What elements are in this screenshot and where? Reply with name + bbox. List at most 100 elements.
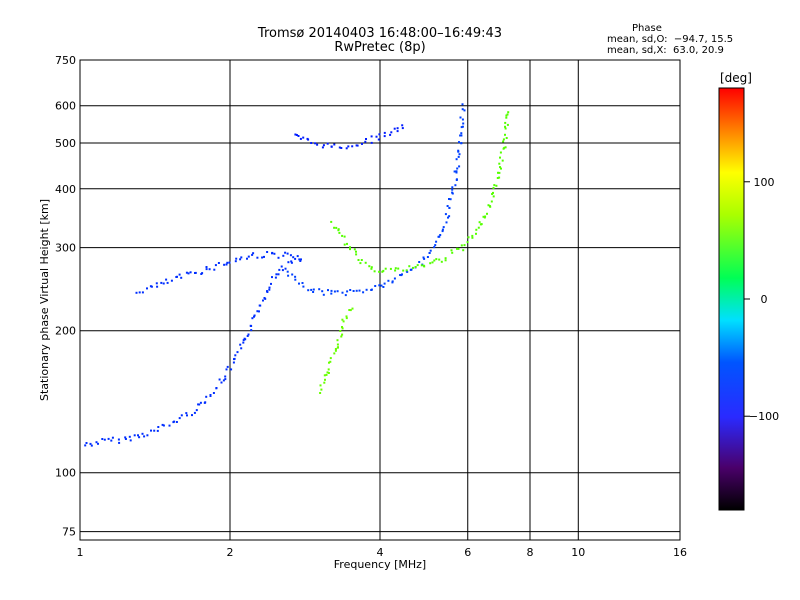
echo-point <box>247 255 250 258</box>
echo-point <box>263 297 266 299</box>
echo-point <box>401 127 404 130</box>
echo-point <box>357 259 360 261</box>
echo-point <box>482 215 485 218</box>
echo-point <box>178 417 181 420</box>
echo-point <box>394 269 397 272</box>
echo-point <box>256 310 259 313</box>
y-tick-label: 75 <box>62 526 76 539</box>
echo-point <box>161 423 164 426</box>
echo-point <box>492 195 495 198</box>
echo-point <box>333 226 336 229</box>
echo-point <box>117 438 120 441</box>
echo-point <box>271 276 273 279</box>
echo-point <box>389 133 392 136</box>
echo-point <box>110 439 113 442</box>
echo-point <box>205 266 208 268</box>
echo-point <box>165 278 168 281</box>
echo-point <box>461 103 464 106</box>
echo-point <box>423 265 426 268</box>
echo-point <box>447 216 449 219</box>
echo-point <box>321 146 324 149</box>
echo-point <box>343 235 346 238</box>
echo-point <box>401 124 404 127</box>
colorbar <box>718 87 745 511</box>
echo-point <box>401 273 403 276</box>
echo-point <box>410 268 413 271</box>
echo-point <box>208 268 211 271</box>
echo-point <box>156 285 159 288</box>
echo-point <box>438 235 441 238</box>
echo-point <box>330 292 333 295</box>
echo-point <box>124 436 127 439</box>
echo-point <box>294 278 297 281</box>
echo-point <box>498 176 501 179</box>
echo-point <box>284 267 287 270</box>
echo-point <box>463 244 466 247</box>
echo-point <box>364 261 367 264</box>
echo-point <box>156 429 159 432</box>
echo-point <box>289 254 292 257</box>
echo-point <box>444 213 447 216</box>
echo-point <box>340 335 343 338</box>
echo-point <box>307 138 310 141</box>
echo-point <box>180 276 183 279</box>
echo-point <box>360 259 363 261</box>
echo-point <box>297 135 300 137</box>
echo-point <box>239 258 242 261</box>
echo-point <box>225 368 228 371</box>
echo-point <box>459 116 462 119</box>
echo-point <box>390 131 393 134</box>
echo-point <box>451 186 454 189</box>
echo-point <box>242 341 245 344</box>
colorbar-tick-label: 100 <box>754 176 775 189</box>
echo-point <box>322 144 325 147</box>
echo-point <box>504 146 507 149</box>
echo-point <box>393 277 396 280</box>
echo-point <box>382 269 385 272</box>
echo-point <box>365 288 368 291</box>
echo-point <box>291 273 294 276</box>
echo-point <box>455 178 458 181</box>
echo-point <box>506 113 509 116</box>
grid <box>79 59 681 540</box>
echo-point <box>457 155 460 158</box>
echo-point <box>377 138 380 141</box>
echo-point <box>215 387 218 389</box>
echo-point <box>450 249 453 252</box>
echo-point <box>490 200 493 203</box>
echo-point <box>499 166 501 169</box>
echo-point <box>446 205 449 207</box>
echo-point <box>160 281 163 284</box>
echo-point <box>341 291 344 294</box>
echo-point <box>176 275 178 278</box>
echo-point <box>205 268 208 271</box>
echo-point <box>271 251 274 254</box>
echo-point <box>235 257 238 260</box>
echo-point <box>336 290 339 293</box>
echo-point <box>111 436 114 439</box>
echo-point <box>338 146 341 149</box>
echo-point <box>266 290 268 293</box>
echo-point <box>251 253 254 256</box>
echo-point <box>222 379 225 382</box>
echo-point <box>478 221 481 224</box>
echo-point <box>461 125 464 128</box>
echo-point <box>329 360 332 363</box>
echo-point <box>273 252 276 255</box>
echo-point <box>232 361 235 364</box>
echo-point <box>298 258 301 261</box>
echo-point <box>384 267 387 270</box>
echo-point <box>135 291 138 294</box>
echo-point <box>352 290 355 292</box>
echo-point <box>435 240 438 243</box>
echo-point <box>475 232 477 235</box>
echo-point <box>458 153 461 156</box>
echo-point <box>299 260 302 262</box>
echo-point <box>361 142 363 145</box>
echo-point <box>325 373 328 376</box>
echo-point <box>336 343 339 346</box>
echo-point <box>345 147 348 150</box>
echo-point <box>338 231 341 234</box>
echo-point <box>277 273 280 276</box>
echo-point <box>500 167 502 170</box>
